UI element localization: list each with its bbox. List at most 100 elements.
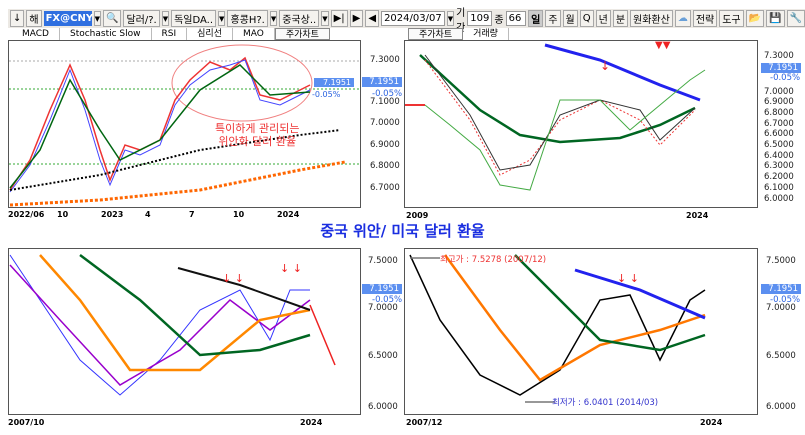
date-dropdown[interactable]: ▼: [446, 11, 455, 26]
tr-ytick: 6.4000: [764, 151, 794, 161]
tl-ytick: 6.7000: [370, 183, 400, 193]
tl-xtick: 2022/06: [8, 210, 45, 219]
annotation-line: 특이하게 관리되는: [215, 122, 300, 135]
tl-price-badge: 7.1951: [362, 77, 402, 87]
tab-macd[interactable]: MACD: [12, 28, 60, 40]
br-change: -0.05%: [770, 295, 801, 305]
tab-price-chart-right[interactable]: 주가차트: [408, 28, 464, 40]
compare-1-dropdown[interactable]: ▼: [161, 11, 170, 26]
tab-psych[interactable]: 심리선: [187, 28, 233, 40]
symbol-code-input[interactable]: FX@CNY: [43, 11, 94, 26]
tr-ytick: 6.0000: [764, 194, 794, 204]
folder-icon[interactable]: 📂: [745, 10, 765, 27]
tab-volume[interactable]: 거래량: [463, 28, 509, 40]
tr-ytick: 6.7000: [764, 119, 794, 129]
tr-ytick: 7.0000: [764, 87, 794, 97]
fx-convert-button[interactable]: 원화환산: [630, 10, 673, 27]
br-lines: ↓ ↓: [409, 254, 706, 403]
tl-ytick: 6.9000: [370, 140, 400, 150]
tl-ytick: 7.0000: [370, 118, 400, 128]
tools-button[interactable]: 도구: [719, 10, 744, 27]
br-ytick: 6.5000: [766, 351, 796, 361]
chart-top-right[interactable]: [404, 40, 758, 208]
svg-text:↓: ↓: [600, 59, 610, 73]
br-xtick: 2007/12: [406, 418, 443, 427]
tl-xtick: 4: [145, 210, 151, 219]
compare-2-dropdown[interactable]: ▼: [218, 11, 226, 26]
annotation-line: 위안화 달러 환율: [218, 135, 297, 148]
cloud-icon[interactable]: ☁: [674, 10, 691, 27]
bl-ytick: 7.0000: [368, 303, 398, 313]
jong-label: 종: [494, 15, 504, 26]
svg-text:↓ ↓: ↓ ↓: [280, 262, 302, 275]
tl-xtick: 2024: [277, 210, 300, 219]
unit-minute-button[interactable]: 분: [612, 10, 629, 27]
search-icon[interactable]: 🔍: [102, 10, 122, 27]
next-icon[interactable]: ▶: [349, 10, 364, 27]
unit-week-button[interactable]: 주: [545, 10, 561, 27]
low-price-label: 최저가 : 6.0401 (2014/03): [552, 398, 659, 408]
tab-rsi[interactable]: RSI: [152, 28, 188, 40]
tr-ytick: 6.1000: [764, 183, 794, 193]
svg-text:↓ ↓: ↓ ↓: [222, 272, 244, 285]
bl-ytick: 7.5000: [368, 256, 398, 266]
bl-ytick: 6.0000: [368, 402, 398, 412]
play-end-icon[interactable]: ▶|: [330, 10, 348, 27]
chart-bottom-right[interactable]: [404, 248, 758, 415]
jong-input[interactable]: 66: [505, 11, 527, 26]
toolbar: ↓ 해 FX@CNY ▼ 🔍 달러/?. ▼ 독일DA.. ▼ 홍콩H?. ▼ 중국상…: [8, 8, 805, 34]
tab-mao[interactable]: MAO: [233, 28, 275, 40]
compare-2-select[interactable]: 독일DA..: [171, 10, 217, 27]
bl-xtick: 2024: [300, 418, 323, 427]
tl-xtick: 10: [233, 210, 245, 219]
tl-ytick: 7.3000: [370, 55, 400, 65]
br-ytick: 7.5000: [766, 256, 796, 266]
compare-3-select[interactable]: 홍콩H?.: [227, 10, 268, 27]
save-icon[interactable]: 💾: [766, 10, 785, 27]
down-arrow-button[interactable]: ↓: [10, 10, 25, 27]
unit-quarter-button[interactable]: Q: [579, 10, 594, 27]
prev-icon[interactable]: ◀: [365, 10, 380, 27]
chart-bottom-left[interactable]: [8, 248, 361, 415]
tl-lines: [9, 44, 360, 207]
tl-xtick: 7: [189, 210, 195, 219]
hae-button[interactable]: 해: [26, 10, 42, 27]
high-price-label: 최고가 : 7.5278 (2007/12): [440, 255, 547, 265]
period-input[interactable]: 109: [467, 11, 493, 26]
compare-4-select[interactable]: 중국상..: [279, 10, 320, 27]
unit-month-button[interactable]: 월: [562, 10, 578, 27]
tl-ytick: 7.1000: [370, 97, 400, 107]
svg-text:↓ ↓: ↓ ↓: [617, 272, 639, 285]
bl-price-badge: 7.1951: [362, 284, 402, 294]
wrench-icon[interactable]: 🔧: [786, 10, 805, 27]
unit-year-button[interactable]: 년: [595, 10, 611, 27]
tl-ytick: 6.8000: [370, 161, 400, 171]
tr-ytick: 6.2000: [764, 172, 794, 182]
tr-lines: ↓ ▼▼: [405, 40, 706, 191]
tab-price-chart[interactable]: 주가차트: [274, 28, 330, 40]
tab-stochastic[interactable]: Stochastic Slow: [60, 28, 152, 40]
tr-xtick: 2024: [686, 211, 709, 220]
unit-day-button[interactable]: 일: [528, 10, 544, 27]
date-input[interactable]: 2024/03/07: [381, 11, 445, 26]
symbol-dropdown[interactable]: ▼: [93, 11, 101, 26]
tl-change: -0.05%: [372, 89, 403, 99]
compare-3-dropdown[interactable]: ▼: [269, 11, 278, 26]
bl-xtick: 2007/10: [8, 418, 45, 427]
compare-4-dropdown[interactable]: ▼: [321, 11, 329, 26]
right-indicator-tabs: 주가차트 거래량: [408, 28, 509, 40]
tr-change: -0.05%: [770, 73, 801, 83]
br-xtick: 2024: [700, 418, 723, 427]
tr-ytick: 6.6000: [764, 129, 794, 139]
compare-1-select[interactable]: 달러/?.: [123, 10, 160, 27]
strategy-button[interactable]: 전략: [692, 10, 718, 27]
br-ytick: 6.0000: [766, 402, 796, 412]
tr-xtick: 2009: [406, 211, 429, 220]
tr-ytick: 6.8000: [764, 108, 794, 118]
bl-ytick: 6.5000: [368, 351, 398, 361]
bl-lines: ↓ ↓ ↓ ↓: [9, 254, 336, 396]
left-indicator-tabs: MACD Stochastic Slow RSI 심리선 MAO 주가차트: [12, 28, 330, 40]
br-price-badge: 7.1951: [761, 284, 801, 294]
tl-xtick: 10: [57, 210, 69, 219]
